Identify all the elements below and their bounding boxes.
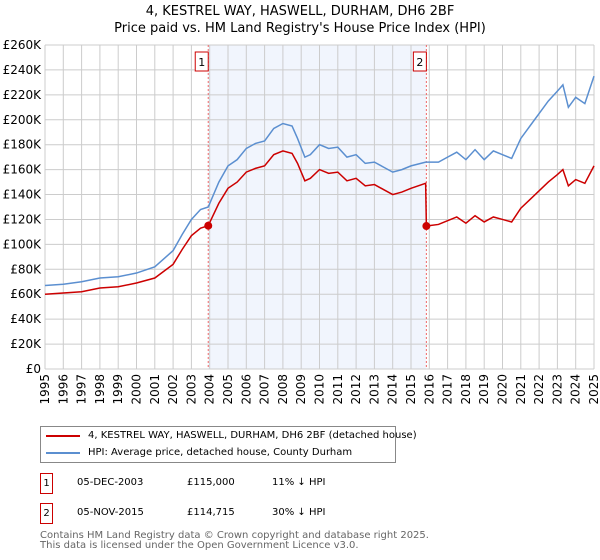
x-tick-label: 1999: [111, 374, 125, 405]
sale-marker-label: 2: [416, 56, 423, 69]
x-tick-label: 2001: [148, 374, 162, 405]
legend: 4, KESTREL WAY, HASWELL, DURHAM, DH6 2BF…: [40, 426, 417, 463]
chart-title: 4, KESTREL WAY, HASWELL, DURHAM, DH6 2BF: [145, 4, 455, 19]
x-tick-label: 2015: [404, 374, 418, 405]
x-tick-label: 2004: [203, 374, 217, 405]
footer-line: Contains HM Land Registry data © Crown c…: [40, 530, 429, 541]
x-tick-label: 2010: [313, 374, 327, 405]
x-tick-label: 2009: [294, 374, 308, 405]
x-tick-label: 1997: [75, 374, 89, 405]
x-tick-label: 2021: [514, 374, 528, 405]
chart-subtitle: Price paid vs. HM Land Registry's House …: [114, 21, 486, 36]
x-tick-label: 2003: [184, 374, 198, 405]
legend-swatch-blue: [46, 452, 80, 454]
sale-date: 05-DEC-2003: [77, 477, 144, 488]
y-tick-label: £240K: [3, 63, 43, 77]
sale-price: £115,000: [187, 477, 235, 488]
sale-date: 05-NOV-2015: [77, 507, 144, 518]
y-tick-label: £100K: [3, 237, 43, 251]
x-tick-label: 2025: [587, 374, 600, 405]
y-tick-label: £20K: [10, 337, 42, 351]
y-tick-label: £160K: [3, 163, 43, 177]
y-tick-label: £260K: [3, 38, 43, 52]
sale-marker-label: 2: [40, 503, 53, 524]
x-tick-label: 2023: [550, 374, 564, 405]
sale-point: [422, 222, 431, 231]
y-tick-label: £80K: [10, 262, 42, 276]
footer: Contains HM Land Registry data © Crown c…: [40, 531, 429, 551]
sale-hpi-diff: 30% ↓ HPI: [272, 507, 326, 518]
legend-label: 4, KESTREL WAY, HASWELL, DURHAM, DH6 2BF…: [88, 430, 417, 441]
x-tick-label: 2000: [130, 374, 144, 405]
sale-point: [204, 221, 213, 230]
x-tick-label: 2020: [496, 374, 510, 405]
hpi-line: [44, 75, 595, 287]
x-tick-label: 2019: [477, 374, 491, 405]
sale-hpi-diff: 11% ↓ HPI: [272, 477, 326, 488]
x-tick-label: 2005: [221, 374, 235, 405]
x-tick-label: 2008: [276, 374, 290, 405]
y-tick-label: £180K: [3, 138, 43, 152]
x-tick-label: 2012: [349, 374, 363, 405]
x-tick-label: 2011: [331, 374, 345, 405]
sale-price: £114,715: [187, 507, 235, 518]
x-tick-label: 2016: [422, 374, 436, 405]
x-tick-label: 2022: [532, 374, 546, 405]
y-tick-label: £220K: [3, 88, 43, 102]
sale-marker-box: [194, 51, 209, 72]
legend-label: HPI: Average price, detached house, Coun…: [88, 447, 353, 458]
y-tick-label: £60K: [10, 287, 42, 301]
x-tick-label: 2024: [569, 374, 583, 405]
x-tick-label: 2014: [386, 374, 400, 405]
x-tick-label: 1998: [93, 374, 107, 405]
x-tick-label: 2007: [258, 374, 272, 405]
price-paid-line: [44, 150, 595, 295]
x-tick-label: 1996: [56, 374, 70, 405]
y-tick-label: £120K: [3, 212, 43, 226]
x-tick-label: 2018: [459, 374, 473, 405]
y-tick-label: £200K: [3, 113, 43, 127]
y-tick-label: £140K: [3, 188, 43, 202]
sale-marker-label: 1: [40, 473, 53, 494]
plot-area: £0 £20K £40K £60K £80K £100K £120K £140K £160K £1…: [3, 38, 600, 405]
x-tick-label: 1995: [38, 374, 52, 405]
y-tick-label: £40K: [10, 312, 42, 326]
shaded-period: [208, 45, 427, 369]
x-tick-label: 2017: [441, 374, 455, 405]
x-tick-label: 2002: [166, 374, 180, 405]
sale-marker-label: 1: [198, 56, 205, 69]
sale-marker-box: [412, 51, 427, 72]
x-tick-label: 2006: [239, 374, 253, 405]
footer-line: This data is licensed under the Open Gov…: [40, 540, 359, 551]
y-tick-label: £0: [26, 362, 41, 376]
x-tick-label: 2013: [367, 374, 381, 405]
legend-swatch-red: [46, 435, 80, 437]
